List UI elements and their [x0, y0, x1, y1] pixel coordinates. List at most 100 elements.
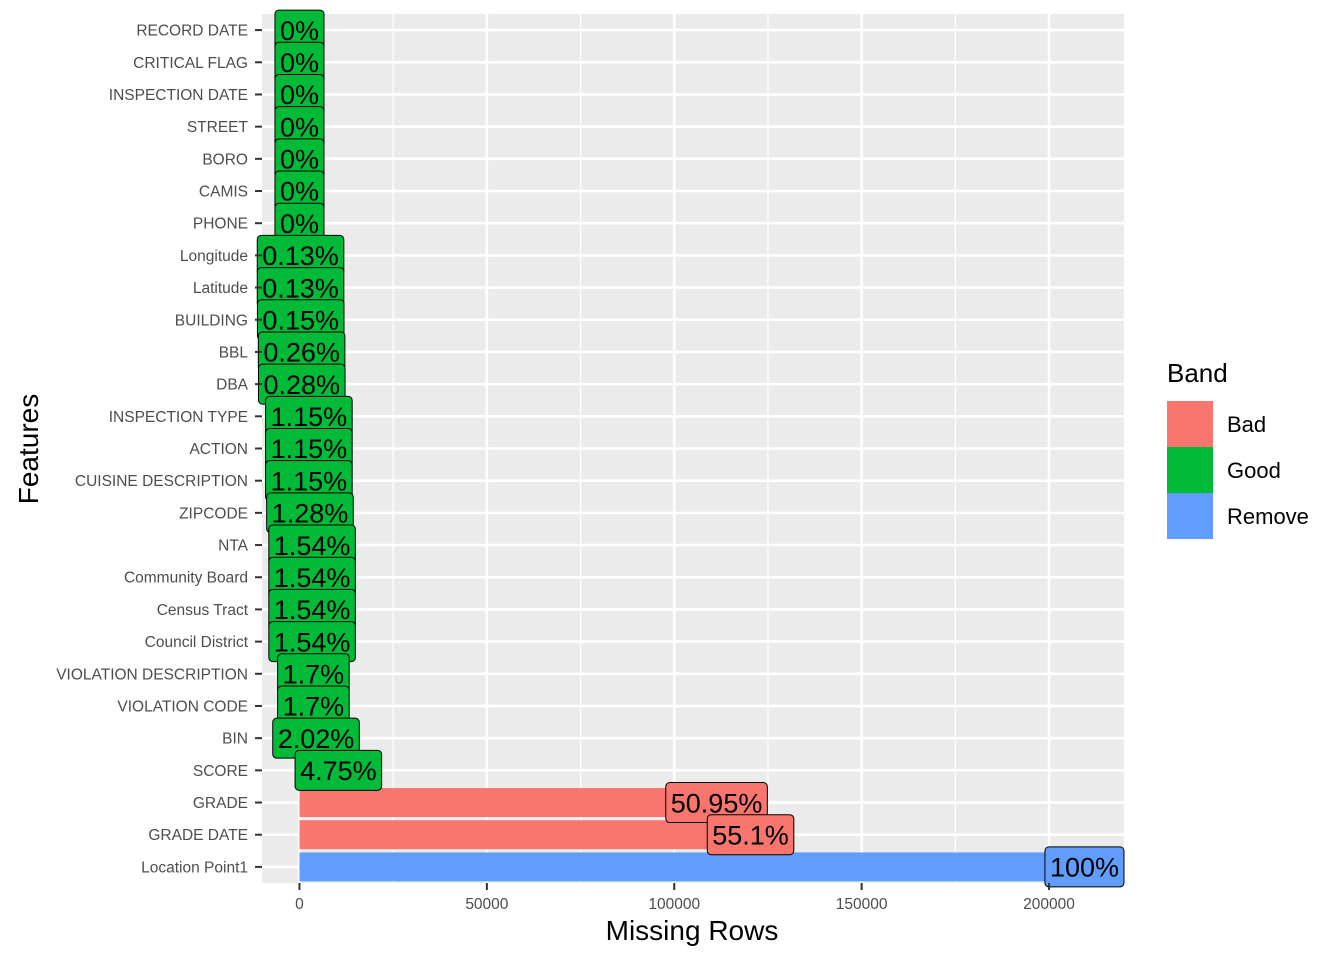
data-label-text: 1.54% — [274, 595, 351, 625]
y-tick-label: SCORE — [193, 763, 248, 780]
bar — [299, 788, 717, 818]
data-label-text: 1.54% — [274, 627, 351, 657]
data-label-box — [706, 814, 795, 856]
y-tick-label: Census Tract — [157, 602, 249, 619]
y-tick-label: VIOLATION DESCRIPTION — [56, 666, 248, 683]
data-label: 0% — [274, 9, 325, 51]
x-tick-label: 0 — [295, 896, 304, 913]
data-label-text: 0% — [280, 16, 319, 46]
y-tick-label: GRADE DATE — [148, 827, 248, 844]
y-axis-title: Features — [13, 394, 44, 505]
legend-key-swatch — [1167, 447, 1213, 493]
y-tick-label: BUILDING — [175, 312, 248, 329]
data-label-text: 50.95% — [671, 788, 763, 818]
data-label: 1.54% — [268, 588, 356, 630]
data-label-box — [1044, 846, 1125, 888]
data-label-text: 0% — [280, 48, 319, 78]
bars — [299, 240, 1119, 882]
data-label-text: 1.15% — [271, 466, 348, 496]
data-label-text: 55.1% — [712, 820, 789, 850]
data-label: 0% — [274, 170, 325, 212]
data-label-text: 0% — [280, 80, 319, 110]
y-tick-label: BIN — [222, 731, 248, 748]
data-label-text: 1.7% — [283, 692, 345, 722]
y-tick-label: Location Point1 — [141, 859, 248, 876]
x-axis-title: Missing Rows — [606, 915, 779, 946]
data-label-text: 0% — [280, 112, 319, 142]
y-tick-label: INSPECTION DATE — [109, 87, 248, 104]
data-label-text: 0% — [280, 145, 319, 175]
data-label-text: 0.26% — [263, 338, 340, 368]
data-label: 0% — [274, 106, 325, 148]
data-label: 100% — [1044, 846, 1125, 888]
y-tick-label: BORO — [202, 151, 248, 168]
data-label: 1.15% — [265, 460, 353, 502]
data-label: 1.7% — [277, 653, 350, 695]
data-label-text: 0.13% — [262, 241, 339, 271]
x-axis: 0 50000 100000 150000 200000 — [295, 883, 1075, 913]
data-label: 2.02% — [272, 717, 360, 759]
y-tick-label: DBA — [216, 377, 249, 394]
y-tick-label: Latitude — [193, 280, 248, 297]
data-label-text: 0% — [280, 209, 319, 239]
y-tick-label: STREET — [187, 119, 249, 136]
x-tick-label: 150000 — [836, 896, 888, 913]
y-tick-label: PHONE — [193, 216, 248, 233]
data-label: 0.28% — [257, 363, 346, 405]
y-tick-label: Council District — [145, 634, 249, 651]
data-label-text: 0.28% — [263, 370, 340, 400]
y-tick-label: CRITICAL FLAG — [133, 55, 248, 72]
y-tick-label: ZIPCODE — [179, 505, 248, 522]
data-label-text: 1.15% — [271, 434, 348, 464]
legend-key-swatch — [1167, 401, 1213, 447]
data-label-text: 1.7% — [283, 660, 345, 690]
data-label-text: 1.54% — [274, 531, 351, 561]
data-label: 1.15% — [265, 428, 353, 469]
data-label: 1.54% — [268, 621, 356, 663]
data-label: 1.54% — [268, 524, 356, 566]
y-tick-label: ACTION — [189, 441, 248, 458]
legend-key-label: Good — [1227, 458, 1281, 483]
data-label: 1.15% — [265, 395, 353, 437]
data-label-text: 4.75% — [300, 756, 377, 786]
data-label: 0.13% — [256, 234, 345, 276]
data-label-text: 1.15% — [271, 402, 348, 432]
y-tick-label: CUISINE DESCRIPTION — [75, 473, 248, 490]
bar — [299, 852, 1119, 882]
y-axis: RECORD DATE CRITICAL FLAG INSPECTION DATE S… — [56, 23, 262, 876]
data-label-text: 2.02% — [278, 724, 355, 754]
x-tick-label: 100000 — [648, 896, 700, 913]
data-label: 0.26% — [257, 331, 346, 373]
legend-title: Band — [1167, 358, 1228, 388]
data-label-text: 100% — [1050, 853, 1119, 883]
y-tick-label: Community Board — [124, 570, 248, 587]
legend-key-label: Bad — [1227, 412, 1266, 437]
data-label: 0% — [274, 73, 325, 115]
y-tick-label: CAMIS — [199, 184, 248, 201]
y-tick-label: VIOLATION CODE — [117, 698, 248, 715]
x-tick-label: 200000 — [1023, 896, 1075, 913]
x-tick-label: 50000 — [465, 896, 508, 913]
y-tick-label: GRADE — [193, 795, 248, 812]
y-tick-label: INSPECTION TYPE — [109, 409, 248, 426]
legend-keys: Bad Good Remove — [1167, 401, 1309, 539]
data-label-box — [294, 749, 383, 791]
y-tick-label: RECORD DATE — [136, 23, 248, 40]
y-tick-label: NTA — [218, 538, 249, 555]
data-label: 4.75% — [294, 749, 383, 791]
y-tick-label: Longitude — [180, 248, 248, 265]
y-tick-label: BBL — [219, 344, 249, 361]
data-label: 1.28% — [266, 492, 354, 534]
data-label-text: 0% — [280, 177, 319, 207]
data-label-text: 1.28% — [272, 499, 349, 529]
data-label: 1.54% — [268, 556, 356, 598]
data-label: 55.1% — [706, 814, 795, 856]
data-label: 0% — [274, 138, 325, 180]
data-label-text: 0.15% — [262, 305, 339, 335]
legend: Band Bad Good Remove — [1167, 358, 1309, 539]
legend-key-label: Remove — [1227, 504, 1309, 529]
data-label: 1.7% — [277, 685, 350, 727]
data-label-text: 0.13% — [262, 273, 339, 303]
